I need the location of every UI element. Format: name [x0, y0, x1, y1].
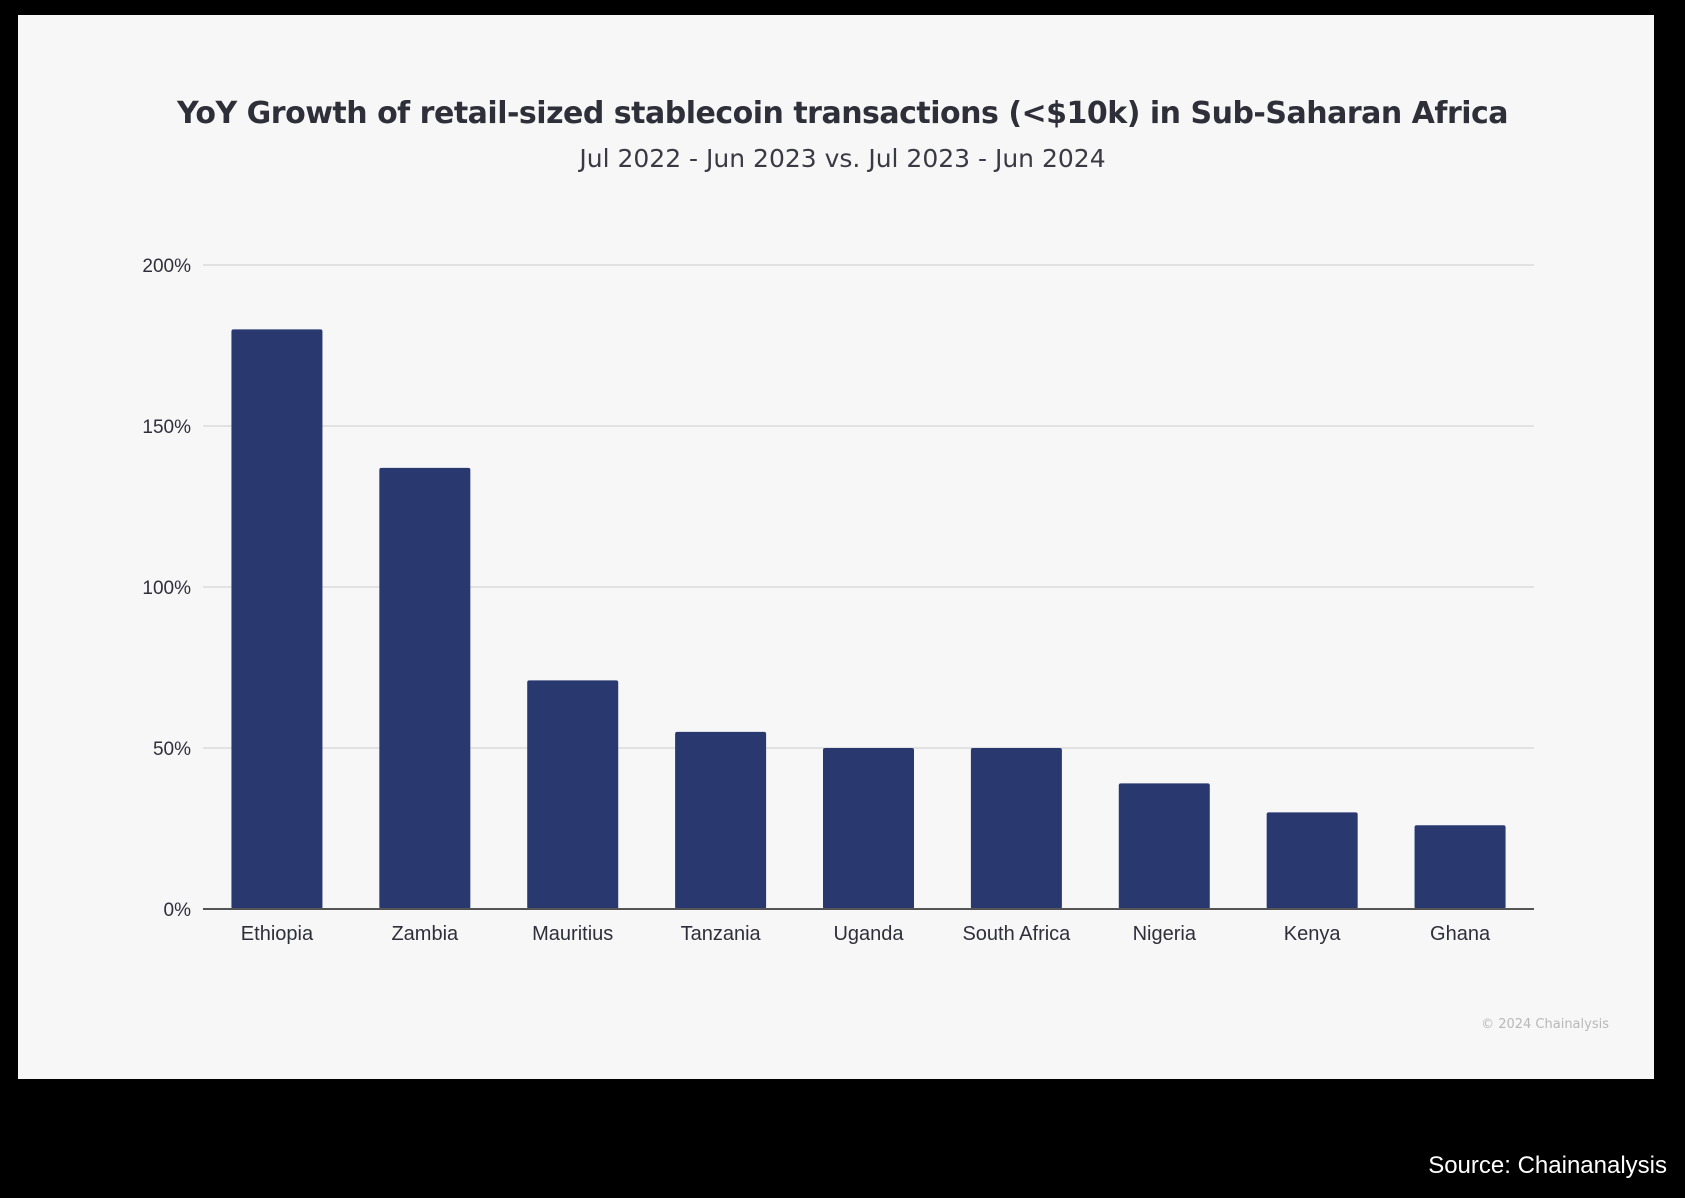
y-tick-label: 100% — [142, 578, 191, 599]
x-tick-label: Zambia — [391, 923, 459, 945]
x-axis-ticks: Ethiopia Zambia Mauritius Tanzania Uganda Sou… — [241, 923, 1491, 945]
bar-nigeria — [1118, 783, 1210, 909]
x-tick-label: Nigeria — [1133, 923, 1197, 945]
bar-uganda — [823, 748, 914, 909]
y-tick-label: 150% — [142, 417, 191, 438]
source-caption: Source: Chainanalysis — [1428, 1152, 1667, 1179]
x-tick-label: Ghana — [1430, 923, 1491, 945]
chart-title: YoY Growth of retail-sized stablecoin tr… — [176, 96, 1509, 131]
bar-ethiopia — [231, 329, 323, 909]
x-tick-label: Tanzania — [681, 923, 762, 945]
x-tick-label: Kenya — [1284, 923, 1342, 945]
bar-ghana — [1414, 825, 1506, 909]
bars — [231, 329, 1506, 909]
y-tick-label: 50% — [153, 739, 191, 760]
y-tick-label: 200% — [142, 256, 191, 277]
bar-mauritius — [527, 680, 619, 909]
x-tick-label: Ethiopia — [241, 923, 314, 945]
copyright-watermark: © 2024 Chainalysis — [1481, 1017, 1609, 1032]
x-tick-label: Uganda — [833, 923, 904, 945]
y-tick-label: 0% — [164, 900, 192, 921]
y-axis-ticks: 0% 50% 100% 150% 200% — [142, 256, 191, 921]
bar-tanzania — [675, 731, 767, 909]
x-tick-label: Mauritius — [532, 923, 613, 945]
bar-zambia — [379, 467, 471, 909]
chart-subtitle: Jul 2022 - Jun 2023 vs. Jul 2023 - Jun 2… — [579, 144, 1106, 173]
bar-kenya — [1266, 812, 1358, 909]
bar-south-africa — [970, 748, 1062, 909]
x-tick-label: South Africa — [962, 923, 1071, 945]
